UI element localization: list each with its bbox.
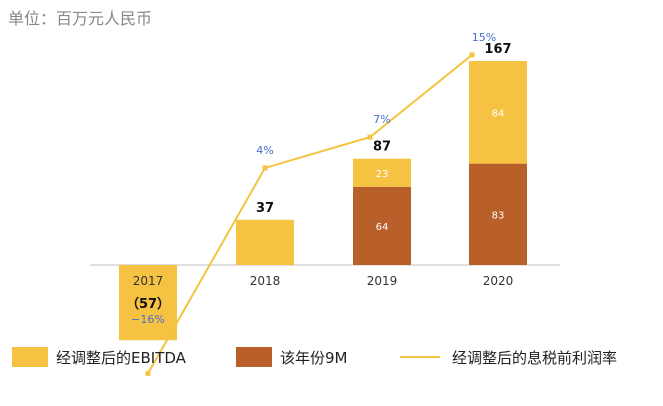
- x-tick-label: 2019: [367, 274, 398, 288]
- bar-total-label: 37: [256, 201, 274, 216]
- legend-label: 该年份9M: [280, 349, 348, 367]
- bar-value-label: 64: [376, 222, 389, 233]
- legend-swatch: [12, 347, 48, 367]
- margin-label: 7%: [373, 113, 390, 126]
- bar-total-label: （57）: [126, 296, 170, 312]
- x-tick-label: 2018: [250, 274, 281, 288]
- margin-label: 15%: [472, 31, 496, 44]
- x-tick-label: 2020: [483, 274, 514, 288]
- x-tick-label: 2017: [133, 274, 164, 288]
- legend-label: 经调整后的EBITDA: [56, 349, 187, 367]
- bar-total-label: 167: [484, 42, 511, 57]
- bar-该年份9M-2019: [353, 186, 411, 265]
- bar-该年份9M-2020: [469, 163, 527, 265]
- legend-label: 经调整后的息税前利润率: [452, 349, 617, 367]
- margin-line: [147, 54, 473, 374]
- margin-point: [367, 134, 373, 140]
- margin-label: −16%: [131, 313, 165, 326]
- bar-经调整后的EBITDA-2018: [236, 219, 294, 265]
- margin-point: [145, 370, 151, 376]
- legend-swatch: [236, 347, 272, 367]
- bar-total-label: 87: [373, 140, 391, 155]
- bar-经调整后的EBITDA-2020: [469, 61, 527, 164]
- bar-经调整后的EBITDA-2019: [353, 158, 411, 187]
- bar-value-label: 23: [376, 169, 389, 180]
- margin-point: [262, 165, 268, 171]
- bar-value-label: 84: [492, 108, 505, 119]
- bar-经调整后的EBITDA-2017: [119, 265, 177, 341]
- bar-value-label: 83: [492, 210, 505, 221]
- margin-point: [469, 52, 475, 58]
- chart-title: 单位：百万元人民币: [8, 9, 152, 28]
- margin-label: 4%: [256, 144, 273, 157]
